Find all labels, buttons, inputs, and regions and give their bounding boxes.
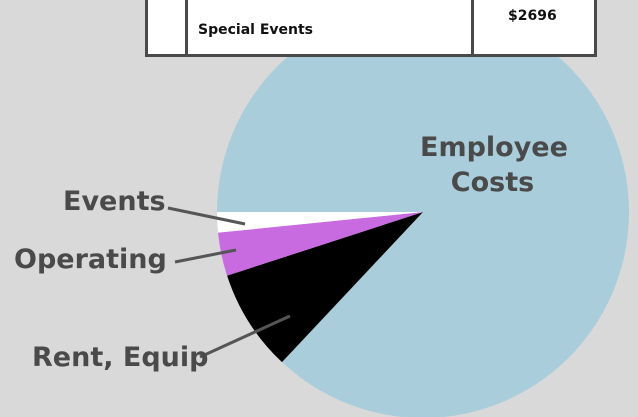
pie-slice [217, 6, 629, 417]
pie-slice [217, 212, 423, 233]
table-cell: Special Events [188, 0, 474, 54]
leader-line [199, 314, 291, 359]
slice-label: Rent, Equip [32, 342, 209, 373]
pie-slice [227, 212, 423, 363]
slice-label: Employee Costs [420, 132, 568, 198]
leader-line [174, 248, 237, 264]
slice-label: Events [63, 186, 166, 217]
table-cell [148, 0, 188, 54]
table-row: Special Events $2696 [145, 0, 597, 57]
table-cell: $2696 [508, 8, 557, 24]
slice-label: Operating [14, 244, 167, 275]
leader-line [167, 206, 246, 226]
pie-slice [218, 212, 423, 276]
